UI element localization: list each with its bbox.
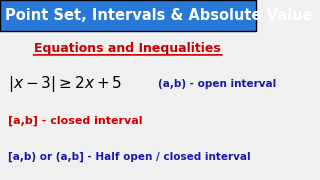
FancyBboxPatch shape xyxy=(0,0,256,31)
Text: [a,b] - closed interval: [a,b] - closed interval xyxy=(8,115,142,126)
Text: Equations and Inequalities: Equations and Inequalities xyxy=(34,42,221,55)
Text: [a,b) or (a,b] - Half open / closed interval: [a,b) or (a,b] - Half open / closed inte… xyxy=(8,151,250,162)
Text: Point Set, Intervals & Absolute Value: Point Set, Intervals & Absolute Value xyxy=(5,8,313,23)
Text: (a,b) - open interval: (a,b) - open interval xyxy=(158,79,277,89)
Text: $|x-3|\geq 2x+5$: $|x-3|\geq 2x+5$ xyxy=(8,74,122,94)
